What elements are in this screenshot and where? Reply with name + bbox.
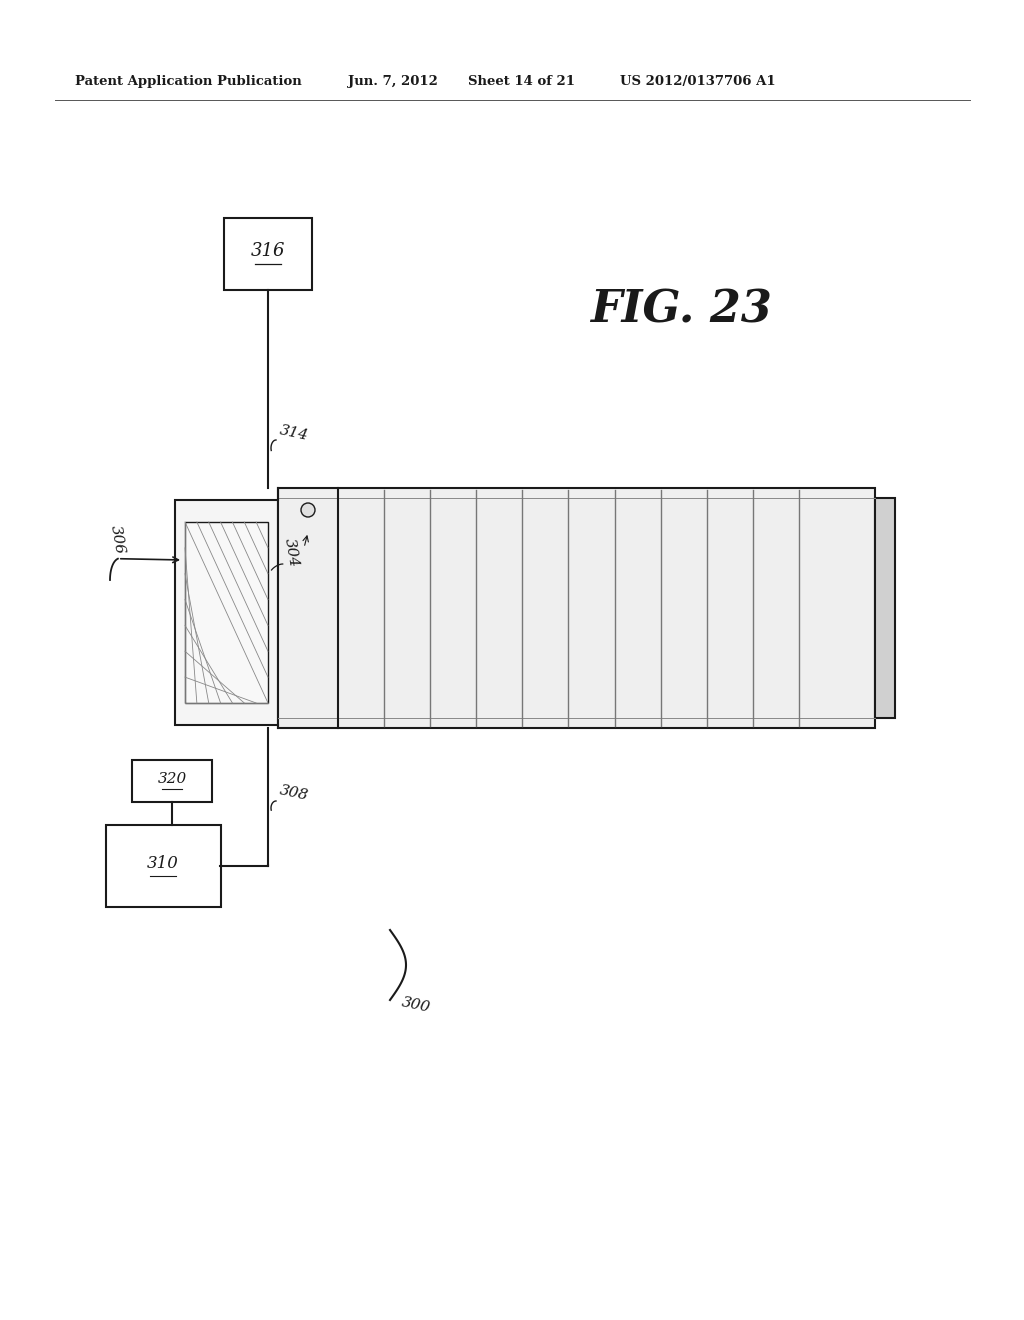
Text: 314: 314 <box>278 424 309 444</box>
Text: Sheet 14 of 21: Sheet 14 of 21 <box>468 75 575 88</box>
Text: FIG. 23: FIG. 23 <box>590 289 772 331</box>
Text: Jun. 7, 2012: Jun. 7, 2012 <box>348 75 438 88</box>
Text: 310: 310 <box>147 855 179 873</box>
Text: US 2012/0137706 A1: US 2012/0137706 A1 <box>620 75 775 88</box>
Circle shape <box>301 503 315 517</box>
Text: 320: 320 <box>158 772 186 785</box>
Text: 306: 306 <box>108 524 127 556</box>
Text: 308: 308 <box>278 783 309 803</box>
Text: 316: 316 <box>251 242 286 260</box>
Bar <box>278 488 874 729</box>
Bar <box>132 760 212 803</box>
Text: Patent Application Publication: Patent Application Publication <box>75 75 302 88</box>
Bar <box>175 500 278 725</box>
Bar <box>874 498 895 718</box>
Bar <box>224 218 312 290</box>
Bar <box>185 521 268 704</box>
Bar <box>106 825 221 907</box>
Text: 300: 300 <box>400 995 431 1015</box>
Text: 304: 304 <box>282 537 301 569</box>
